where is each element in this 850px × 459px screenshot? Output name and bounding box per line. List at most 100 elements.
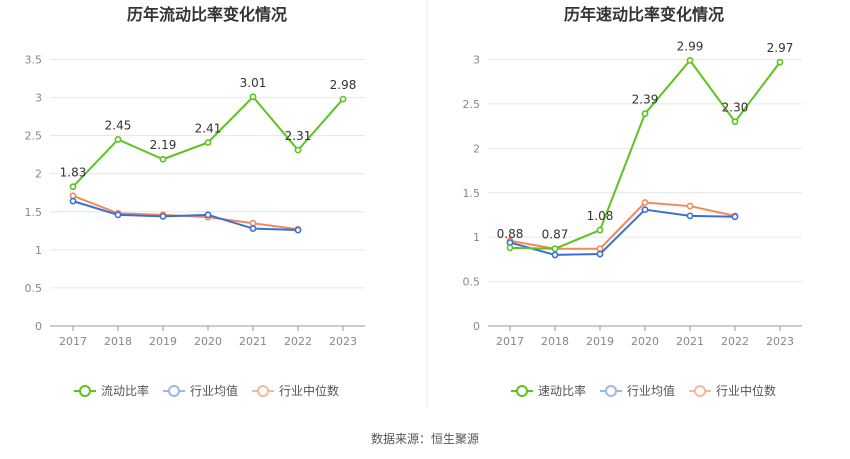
x-tick-label: 2022: [284, 335, 312, 348]
data-label: 2.19: [150, 138, 177, 152]
x-tick-label: 2021: [239, 335, 267, 348]
data-point[interactable]: [114, 136, 122, 143]
legend-label-main: 速动比率: [538, 383, 586, 398]
series-line: [72, 200, 299, 232]
series-line: [509, 201, 736, 250]
data-label: 2.30: [722, 101, 749, 115]
current-ratio-chart: 历年流动比率变化情况 0 0.5 1 1.5 2 2.5 3 3.5 2017 2018 2019 2…: [25, 5, 365, 398]
series-line: [72, 194, 299, 231]
median-series: [69, 192, 302, 233]
data-point[interactable]: [294, 146, 302, 154]
legend-item-median[interactable]: 行业中位数: [689, 383, 776, 398]
quick-ratio-chart: 历年速动比率变化情况 0 0.5 1 1.5 2 2.5 3 2017 2018 2019 2020…: [463, 5, 802, 398]
data-point[interactable]: [204, 211, 212, 219]
data-point[interactable]: [551, 251, 559, 259]
legend-item-avg[interactable]: 行业均值: [600, 383, 675, 398]
legend: 流动比率 行业均值 行业中位数: [74, 383, 339, 398]
legend-label-median: 行业中位数: [279, 383, 339, 398]
data-point[interactable]: [339, 95, 347, 103]
data-source: 数据来源：恒生聚源: [371, 431, 479, 446]
y-tick-label: 1.5: [463, 187, 481, 200]
x-tick-label: 2018: [104, 335, 132, 348]
y-tick-label: 2: [473, 142, 480, 155]
data-point[interactable]: [686, 212, 694, 220]
data-point[interactable]: [294, 226, 302, 234]
y-tick-label: 3.5: [25, 54, 43, 67]
data-label: 2.97: [767, 41, 794, 55]
x-tick-label: 2018: [541, 335, 569, 348]
x-tick-label: 2020: [194, 335, 222, 348]
x-tick-label: 2020: [631, 335, 659, 348]
chart-title: 历年流动比率变化情况: [127, 5, 287, 24]
data-point[interactable]: [641, 199, 649, 206]
data-point[interactable]: [69, 183, 77, 191]
data-point[interactable]: [249, 219, 257, 227]
data-point[interactable]: [249, 93, 257, 101]
data-point[interactable]: [159, 212, 167, 220]
legend: 速动比率 行业均值 行业中位数: [511, 383, 776, 398]
avg-series: [506, 206, 739, 259]
y-tick-label: 0.5: [463, 276, 481, 289]
y-tick-label: 2.5: [25, 130, 43, 143]
data-label: 2.99: [677, 39, 704, 53]
legend-item-median[interactable]: 行业中位数: [252, 383, 339, 398]
legend-label-median: 行业中位数: [716, 383, 776, 398]
data-point[interactable]: [596, 226, 604, 234]
chart-title: 历年速动比率变化情况: [564, 5, 724, 24]
legend-label-avg: 行业均值: [190, 383, 238, 398]
data-label: 0.88: [497, 227, 524, 241]
data-point[interactable]: [686, 56, 694, 64]
x-tick-label: 2017: [59, 335, 87, 348]
main-series: 0.88 0.87 1.08 2.39 2.99 2.30 2.97: [497, 39, 794, 253]
data-label: 0.87: [542, 228, 569, 242]
x-tick-label: 2022: [721, 335, 749, 348]
legend-item-main[interactable]: 速动比率: [511, 383, 586, 398]
data-point[interactable]: [776, 58, 784, 66]
main-series: 1.83 2.45 2.19 2.41 3.01 2.31 2.98: [60, 76, 357, 191]
y-tick-label: 1: [35, 244, 42, 257]
data-label: 2.41: [195, 121, 222, 135]
data-label: 1.83: [60, 166, 87, 180]
x-tick-label: 2017: [496, 335, 524, 348]
data-point[interactable]: [731, 118, 739, 126]
series-line: [509, 58, 781, 250]
legend-item-main[interactable]: 流动比率: [74, 383, 149, 398]
y-tick-label: 1.5: [25, 206, 43, 219]
legend-label-avg: 行业均值: [627, 383, 675, 398]
avg-series: [69, 197, 302, 234]
data-label: 2.45: [105, 118, 132, 132]
x-tick-label: 2021: [676, 335, 704, 348]
data-label: 2.39: [632, 93, 659, 107]
y-tick-label: 2: [35, 168, 42, 181]
data-point[interactable]: [69, 197, 77, 205]
data-label: 2.98: [330, 78, 357, 92]
data-label: 3.01: [240, 76, 267, 90]
data-point[interactable]: [641, 110, 649, 118]
y-tick-label: 0: [473, 320, 480, 333]
x-tick-label: 2019: [586, 335, 614, 348]
data-label: 1.08: [587, 209, 614, 223]
legend-item-avg[interactable]: 行业均值: [163, 383, 238, 398]
data-point[interactable]: [731, 213, 739, 221]
data-point[interactable]: [204, 139, 212, 146]
y-tick-label: 0.5: [25, 282, 43, 295]
data-point[interactable]: [641, 206, 649, 214]
data-point[interactable]: [249, 225, 257, 232]
x-tick-label: 2023: [766, 335, 794, 348]
data-point[interactable]: [69, 192, 77, 200]
y-tick-label: 3: [35, 92, 42, 105]
y-tick-label: 3: [473, 54, 480, 67]
y-tick-label: 0: [35, 320, 42, 333]
legend-label-main: 流动比率: [101, 383, 149, 398]
data-point[interactable]: [159, 155, 167, 163]
series-line: [509, 208, 736, 256]
data-point[interactable]: [114, 211, 122, 219]
data-point[interactable]: [686, 202, 694, 210]
data-point[interactable]: [506, 244, 514, 252]
data-point[interactable]: [596, 250, 604, 258]
y-tick-label: 1: [473, 231, 480, 244]
data-point[interactable]: [551, 245, 559, 253]
data-point[interactable]: [596, 245, 604, 253]
data-label: 2.31: [285, 129, 312, 143]
